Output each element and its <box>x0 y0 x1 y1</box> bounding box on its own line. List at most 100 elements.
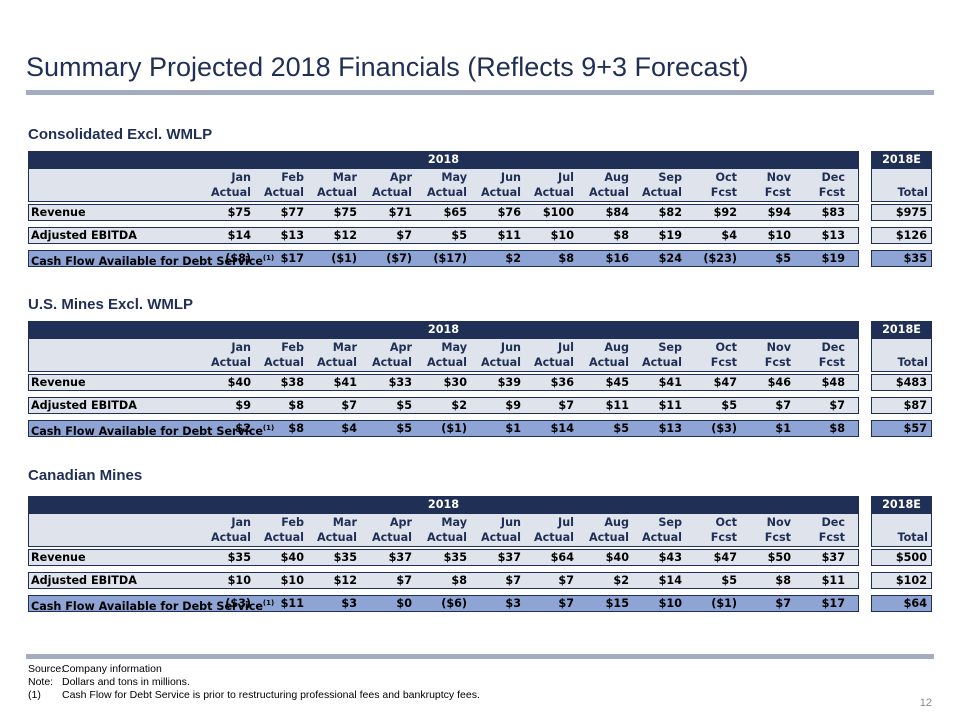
month-label: Feb <box>281 516 304 529</box>
total-year-header: 2018E <box>871 496 932 513</box>
table-cell: $8 <box>829 422 845 435</box>
table-cell: $1 <box>505 422 521 435</box>
row-label: Adjusted EBITDA <box>31 573 137 588</box>
table-cell: $37 <box>497 551 521 564</box>
month-label: Dec <box>821 171 845 184</box>
footnote-key: Note: <box>28 676 54 688</box>
table-cell: $46 <box>767 376 791 389</box>
month-label: Jan <box>231 171 251 184</box>
table-cell: $1 <box>775 422 791 435</box>
financial-table: 2018 2018E Jan Actual Feb Actual Mar Actual Apr A… <box>28 496 932 614</box>
table-cell: $11 <box>605 399 629 412</box>
table-cell: $7 <box>396 229 412 242</box>
table-cell: $83 <box>821 206 845 219</box>
table-cell: $5 <box>396 422 412 435</box>
month-type: Actual <box>211 186 251 199</box>
table-cell: $7 <box>775 597 791 610</box>
table-cell: $8 <box>288 422 304 435</box>
table-cell: $5 <box>775 252 791 265</box>
month-label: Sep <box>658 171 682 184</box>
table-cell: $35 <box>227 551 251 564</box>
table-cell: $11 <box>280 597 304 610</box>
month-type: Actual <box>589 356 629 369</box>
total-year-header: 2018E <box>871 151 932 168</box>
table-cell: $19 <box>658 229 682 242</box>
month-type: Actual <box>372 531 412 544</box>
month-label: Apr <box>389 341 412 354</box>
month-type: Actual <box>481 186 521 199</box>
table-cell: $12 <box>333 574 357 587</box>
table-cell: $33 <box>388 376 412 389</box>
month-type: Fcst <box>818 531 845 544</box>
footnote-key: (1) <box>28 689 41 701</box>
row-label: Cash Flow Available for Debt Service(1) <box>31 251 274 269</box>
row-label: Revenue <box>31 205 86 220</box>
table-cell: ($6) <box>441 597 467 610</box>
table-cell: ($8) <box>225 252 251 265</box>
table-cell: $30 <box>443 376 467 389</box>
row-label: Revenue <box>31 375 86 390</box>
month-label: Dec <box>821 516 845 529</box>
table-cell: $8 <box>451 574 467 587</box>
footnote-key: Source: <box>28 663 65 675</box>
table-cell: $100 <box>542 206 574 219</box>
table-cell: $35 <box>443 551 467 564</box>
table-cell: $0 <box>396 597 412 610</box>
total-header-band <box>871 338 932 372</box>
month-label: Sep <box>658 341 682 354</box>
table-cell: $14 <box>658 574 682 587</box>
table-cell: $13 <box>658 422 682 435</box>
row-label-text: Revenue <box>31 206 86 219</box>
table-cell: $3 <box>341 597 357 610</box>
footnote-source: Source: Company information <box>28 663 480 676</box>
total-cell: $57 <box>871 420 932 437</box>
table-cell: $7 <box>341 399 357 412</box>
table-cell: ($3) <box>711 422 737 435</box>
table-cell: ($3) <box>225 597 251 610</box>
year-header: 2018 <box>28 321 859 338</box>
table-cell: $14 <box>227 229 251 242</box>
table-cell: $2 <box>451 399 467 412</box>
month-label: Nov <box>766 341 791 354</box>
month-type: Fcst <box>764 186 791 199</box>
month-label: Jul <box>558 171 574 184</box>
section-title: Consolidated Excl. WMLP <box>28 126 213 143</box>
month-type: Actual <box>317 531 357 544</box>
month-label: Oct <box>715 516 738 529</box>
table-cell: $84 <box>605 206 629 219</box>
month-type: Fcst <box>710 531 737 544</box>
table-cell: $7 <box>505 574 521 587</box>
table-cell: $19 <box>821 252 845 265</box>
table-cell: $4 <box>341 422 357 435</box>
table-cell: $12 <box>333 229 357 242</box>
month-label: Mar <box>332 341 357 354</box>
table-cell: $24 <box>658 252 682 265</box>
table-cell: $10 <box>767 229 791 242</box>
month-label: Aug <box>604 516 629 529</box>
table-cell: ($7) <box>386 252 412 265</box>
row-label-text: Cash Flow Available for Debt Service <box>31 255 263 268</box>
table-cell: $4 <box>721 229 737 242</box>
table-cell: $10 <box>550 229 574 242</box>
table-cell: $50 <box>767 551 791 564</box>
month-label: Apr <box>389 171 412 184</box>
table-row: Cash Flow Available for Debt Service(1) $… <box>28 420 859 438</box>
month-type: Actual <box>642 356 682 369</box>
table-cell: $5 <box>613 422 629 435</box>
month-label: Feb <box>281 341 304 354</box>
month-type: Fcst <box>710 356 737 369</box>
month-type: Actual <box>589 186 629 199</box>
table-cell: $8 <box>288 399 304 412</box>
table-cell: $39 <box>497 376 521 389</box>
total-cell: $102 <box>871 572 932 589</box>
row-label: Revenue <box>31 550 86 565</box>
month-label: May <box>441 516 467 529</box>
table-cell: $7 <box>829 399 845 412</box>
month-type: Actual <box>534 356 574 369</box>
row-label-text: Adjusted EBITDA <box>31 229 137 242</box>
table-cell: $37 <box>821 551 845 564</box>
total-cell: $64 <box>871 595 932 612</box>
page-number: 12 <box>919 697 932 709</box>
month-label: Apr <box>389 516 412 529</box>
month-type: Actual <box>642 531 682 544</box>
